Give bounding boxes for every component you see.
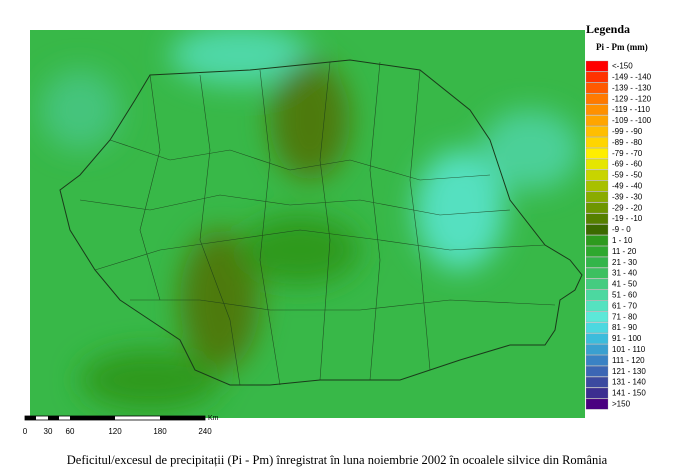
legend-swatch bbox=[585, 180, 609, 192]
legend-label: 71 - 80 bbox=[612, 312, 637, 321]
legend-swatch bbox=[585, 376, 609, 388]
legend-swatch bbox=[585, 71, 609, 83]
legend-label: -9 - 0 bbox=[612, 225, 631, 234]
legend-label: -129 - -120 bbox=[612, 94, 652, 103]
legend-swatch bbox=[585, 235, 609, 246]
legend-swatch bbox=[585, 169, 609, 181]
legend-label: -49 - -40 bbox=[612, 181, 643, 190]
legend-swatch bbox=[585, 289, 609, 301]
scale-bar bbox=[24, 415, 206, 421]
caption: Deficitul/excesul de precipitații (Pi - … bbox=[67, 453, 608, 467]
legend-label: -79 - -70 bbox=[612, 149, 643, 158]
legend-swatch bbox=[585, 355, 609, 366]
legend-label: -19 - -10 bbox=[612, 214, 643, 223]
legend-label: >150 bbox=[612, 399, 631, 408]
legend-label: 101 - 110 bbox=[612, 345, 646, 354]
legend-swatch bbox=[585, 267, 609, 279]
legend-title: Legenda bbox=[586, 22, 630, 36]
legend-swatch bbox=[585, 344, 609, 355]
legend-label: 91 - 100 bbox=[612, 334, 642, 343]
legend-label: 11 - 20 bbox=[612, 247, 637, 256]
legend-label: -29 - -20 bbox=[612, 203, 643, 212]
legend-swatch bbox=[585, 257, 609, 268]
legend-swatch bbox=[585, 158, 609, 170]
legend-swatch bbox=[585, 115, 609, 126]
legend-swatch bbox=[585, 398, 609, 410]
legend-swatch bbox=[585, 311, 609, 323]
legend-swatch bbox=[585, 82, 609, 94]
legend-swatch bbox=[585, 202, 609, 214]
legend-swatch bbox=[585, 300, 609, 312]
legend-swatch bbox=[585, 387, 609, 399]
legend-swatch bbox=[585, 126, 609, 137]
map bbox=[30, 30, 585, 418]
legend-swatch bbox=[585, 93, 609, 105]
legend-label: -109 - -100 bbox=[612, 116, 652, 125]
legend-label: 41 - 50 bbox=[612, 280, 637, 289]
legend-swatch bbox=[585, 246, 609, 257]
legend-label: <-150 bbox=[612, 62, 633, 71]
legend-label: 131 - 140 bbox=[612, 378, 646, 387]
legend-swatch bbox=[585, 104, 609, 116]
scale-bar-label: 0 bbox=[23, 427, 28, 436]
legend-label: 141 - 150 bbox=[612, 389, 646, 398]
legend-label: 61 - 70 bbox=[612, 301, 637, 310]
legend-label: 51 - 60 bbox=[612, 290, 637, 299]
scale-bar-label: 240 bbox=[198, 427, 212, 436]
legend-label: 31 - 40 bbox=[612, 269, 637, 278]
legend-swatch bbox=[585, 224, 609, 235]
legend-swatch bbox=[585, 213, 609, 225]
scale-bar-segment bbox=[48, 416, 59, 420]
legend-label: -139 - -130 bbox=[612, 83, 652, 92]
legend-label: 81 - 90 bbox=[612, 323, 637, 332]
legend-swatch bbox=[585, 60, 609, 72]
legend-swatch bbox=[585, 148, 609, 159]
scale-bar-label: 180 bbox=[153, 427, 167, 436]
legend-label: -69 - -60 bbox=[612, 160, 643, 169]
legend-swatch bbox=[585, 366, 609, 377]
legend-label: -89 - -80 bbox=[612, 138, 643, 147]
scale-bar-segment bbox=[70, 416, 115, 420]
legend-label: -119 - -110 bbox=[612, 105, 650, 114]
legend-swatch bbox=[585, 278, 609, 290]
legend-label: 121 - 130 bbox=[612, 367, 646, 376]
legend-label: 21 - 30 bbox=[612, 258, 637, 267]
legend-subtitle: Pi - Pm (mm) bbox=[596, 42, 648, 52]
legend-swatch bbox=[585, 191, 609, 203]
legend-swatch bbox=[585, 333, 609, 344]
legend-label: -39 - -30 bbox=[612, 192, 643, 201]
legend-swatch bbox=[585, 137, 609, 148]
legend-label: 1 - 10 bbox=[612, 236, 633, 245]
scale-bar-segment bbox=[25, 416, 36, 420]
scale-bar-label: 60 bbox=[66, 427, 75, 436]
legend-label: 111 - 120 bbox=[612, 356, 645, 365]
scale-bar-unit: Km bbox=[208, 415, 219, 422]
legend-label: -149 - -140 bbox=[612, 72, 652, 81]
scale-bar-label: 120 bbox=[108, 427, 122, 436]
legend-swatch bbox=[585, 322, 609, 334]
legend-label: -99 - -90 bbox=[612, 127, 643, 136]
legend-label: -59 - -50 bbox=[612, 171, 643, 180]
scale-bar-segment bbox=[160, 416, 205, 420]
scale-bar-label: 30 bbox=[44, 427, 53, 436]
